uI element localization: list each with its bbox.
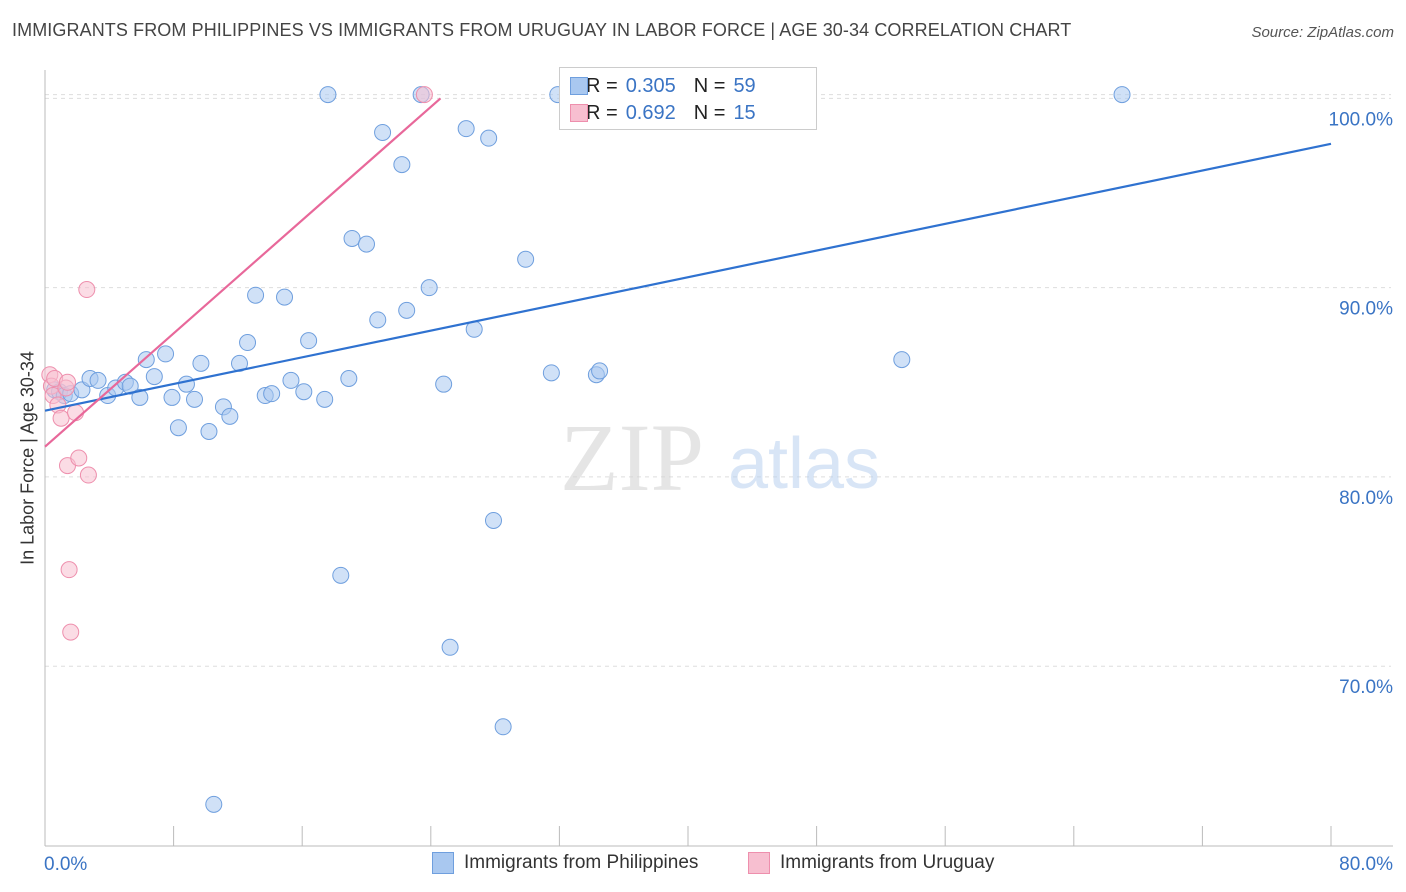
philippines-point (247, 286, 265, 304)
n-label: N = (693, 74, 726, 97)
r-value: 0.692 (625, 101, 676, 124)
philippines-point (340, 370, 358, 388)
legend-label: Immigrants from Uruguay (780, 852, 995, 873)
philippines-point (200, 423, 218, 441)
n-value: 15 (733, 101, 756, 124)
philippines-point (205, 795, 223, 813)
uruguay-point (60, 561, 78, 579)
chart-title: IMMIGRANTS FROM PHILIPPINES VS IMMIGRANT… (12, 20, 1072, 40)
philippines-point (192, 354, 210, 372)
watermark-zip: ZIP (560, 404, 704, 511)
philippines-point (163, 388, 181, 406)
philippines-point (457, 120, 475, 138)
philippines-point (239, 334, 257, 352)
philippines-point (131, 388, 149, 406)
uruguay-point (62, 623, 80, 641)
n-label: N = (693, 101, 726, 124)
philippines-point (295, 383, 313, 401)
philippines-point (435, 375, 453, 393)
y-tick-label: 100.0% (1329, 109, 1394, 130)
philippines-point (484, 511, 502, 529)
philippines-trend-line (44, 142, 1332, 412)
legend-label: Immigrants from Philippines (464, 852, 699, 873)
philippines-point (145, 368, 163, 386)
y-tick-label: 70.0% (1339, 677, 1393, 698)
philippines-point (441, 638, 459, 656)
philippines-point (542, 364, 560, 382)
philippines-point (374, 123, 392, 141)
watermark-atlas: atlas (728, 424, 880, 504)
philippines-point (263, 385, 281, 403)
x-tick-label: 0.0% (44, 854, 87, 875)
philippines-swatch (432, 852, 454, 874)
philippines-point (398, 301, 416, 319)
philippines-point (282, 371, 300, 389)
data-points (41, 86, 1131, 813)
philippines-point (169, 419, 187, 437)
axes (44, 70, 1393, 847)
philippines-point (343, 229, 361, 247)
uruguay-point (415, 86, 433, 104)
philippines-point (494, 718, 512, 736)
stats-legend: R = 0.305 N = 59 R = 0.692 N = 15 (559, 67, 817, 130)
r-value: 0.305 (625, 74, 676, 97)
philippines-point (300, 332, 318, 350)
r-label: R = (586, 74, 618, 97)
philippines-point (893, 351, 911, 369)
stats-row-philippines: R = 0.305 N = 59 (570, 73, 756, 99)
philippines-point (316, 390, 334, 408)
y-tick-label: 90.0% (1339, 299, 1393, 320)
uruguay-point (67, 404, 85, 422)
gridlines (45, 94, 1391, 667)
watermark: ZIP atlas (560, 404, 880, 511)
philippines-point (393, 156, 411, 174)
uruguay-point (70, 449, 88, 467)
uruguay-trend-line (44, 97, 442, 448)
philippines-point (517, 250, 535, 268)
uruguay-swatch (748, 852, 770, 874)
philippines-point (221, 407, 239, 425)
series-legend: Immigrants from Philippines Immigrants f… (0, 852, 1406, 878)
philippines-point (185, 390, 203, 408)
legend-item-uruguay[interactable]: Immigrants from Uruguay (748, 852, 994, 874)
tick-labels: 100.0% 90.0% 80.0% 70.0% 0.0% 80.0% (44, 109, 1393, 875)
legend-item-philippines[interactable]: Immigrants from Philippines (432, 852, 698, 874)
philippines-point (332, 566, 350, 584)
x-tick-label: 80.0% (1339, 854, 1393, 875)
philippines-swatch (570, 77, 588, 95)
philippines-point (137, 351, 155, 369)
uruguay-point (79, 466, 97, 484)
philippines-point (480, 129, 498, 147)
trend-lines (44, 97, 1332, 448)
philippines-point (358, 235, 375, 253)
philippines-point (591, 362, 609, 380)
source-note: Source: ZipAtlas.com (1251, 24, 1394, 41)
uruguay-point (59, 373, 77, 391)
philippines-point (276, 288, 294, 306)
philippines-point (420, 279, 438, 297)
philippines-point (319, 86, 337, 104)
stats-row-uruguay: R = 0.692 N = 15 (570, 100, 756, 126)
uruguay-point (78, 281, 96, 299)
philippines-point (1113, 86, 1131, 104)
philippines-point (89, 371, 107, 389)
philippines-point (369, 311, 387, 329)
r-label: R = (586, 101, 618, 124)
y-tick-label: 80.0% (1339, 488, 1393, 509)
uruguay-swatch (570, 104, 588, 122)
uruguay-point (52, 409, 70, 427)
philippines-point (157, 345, 175, 363)
n-value: 59 (733, 74, 756, 97)
philippines-point (177, 375, 195, 393)
